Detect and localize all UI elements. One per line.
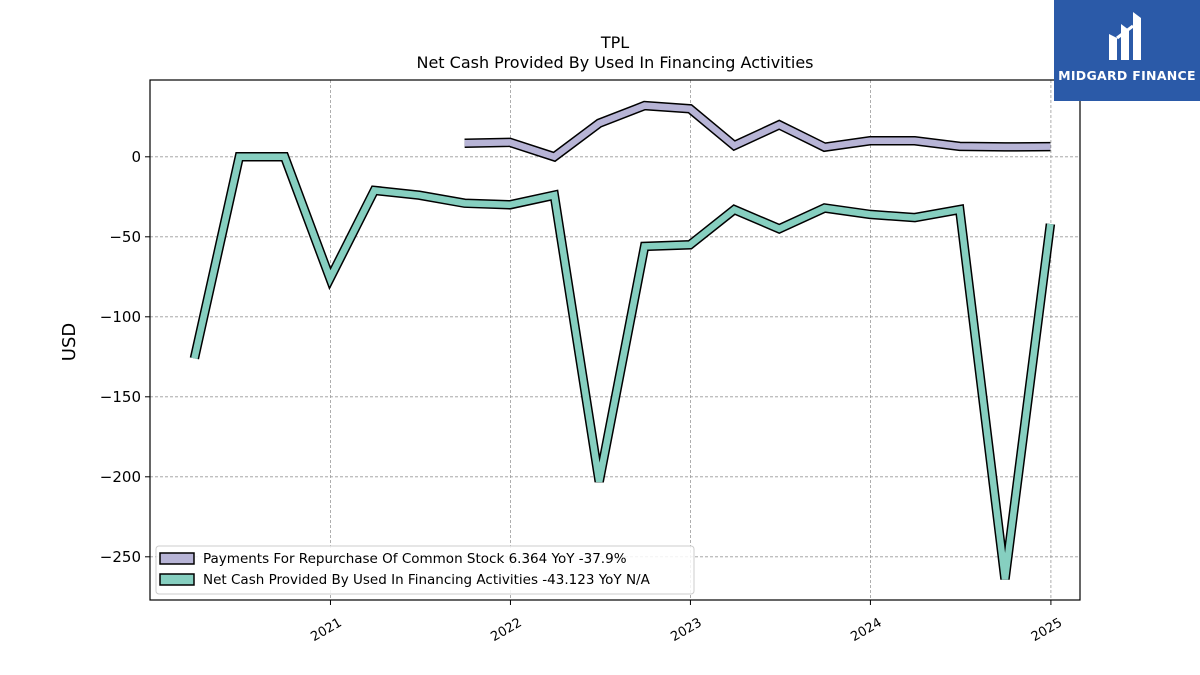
y-tick-label: −50 (109, 228, 141, 246)
x-tick-label: 2025 (1029, 615, 1065, 645)
y-axis: 0 −50 −100 −150 −200 −250 (100, 148, 150, 566)
series-repurchase (464, 100, 1051, 163)
midgard-logo-icon (1109, 12, 1141, 60)
series-layer (189, 100, 1056, 580)
brand-logo: MIDGARD FINANCE (1054, 0, 1200, 101)
series-financing (189, 152, 1056, 580)
x-tick-label: 2024 (848, 615, 884, 645)
legend-box (155, 545, 695, 595)
legend-label-financing: Net Cash Provided By Used In Financing A… (203, 572, 651, 588)
x-axis: 2021 2022 2023 2024 2025 (308, 600, 1065, 645)
chart-subtitle: Net Cash Provided By Used In Financing A… (416, 53, 813, 72)
y-tick-label: −100 (100, 308, 141, 326)
x-tick-label: 2023 (668, 615, 704, 645)
y-axis-label: USD (59, 323, 80, 361)
y-tick-label: 0 (131, 148, 141, 166)
x-tick-label: 2021 (308, 615, 344, 645)
brand-name: MIDGARD FINANCE (1058, 68, 1196, 83)
y-tick-label: −250 (100, 548, 141, 566)
legend-label-repurchase: Payments For Repurchase Of Common Stock … (203, 551, 627, 567)
series-line (464, 102, 1051, 161)
legend-swatch-repurchase (159, 552, 195, 565)
plot-frame (149, 79, 1081, 601)
series-line (191, 153, 1054, 580)
legend: Payments For Repurchase Of Common Stock … (155, 545, 695, 595)
y-tick-label: −200 (100, 468, 141, 486)
y-tick-label: −150 (100, 388, 141, 406)
x-tick-label: 2022 (488, 615, 524, 645)
legend-swatch-financing (159, 573, 195, 586)
chart-title: TPL (600, 33, 629, 52)
